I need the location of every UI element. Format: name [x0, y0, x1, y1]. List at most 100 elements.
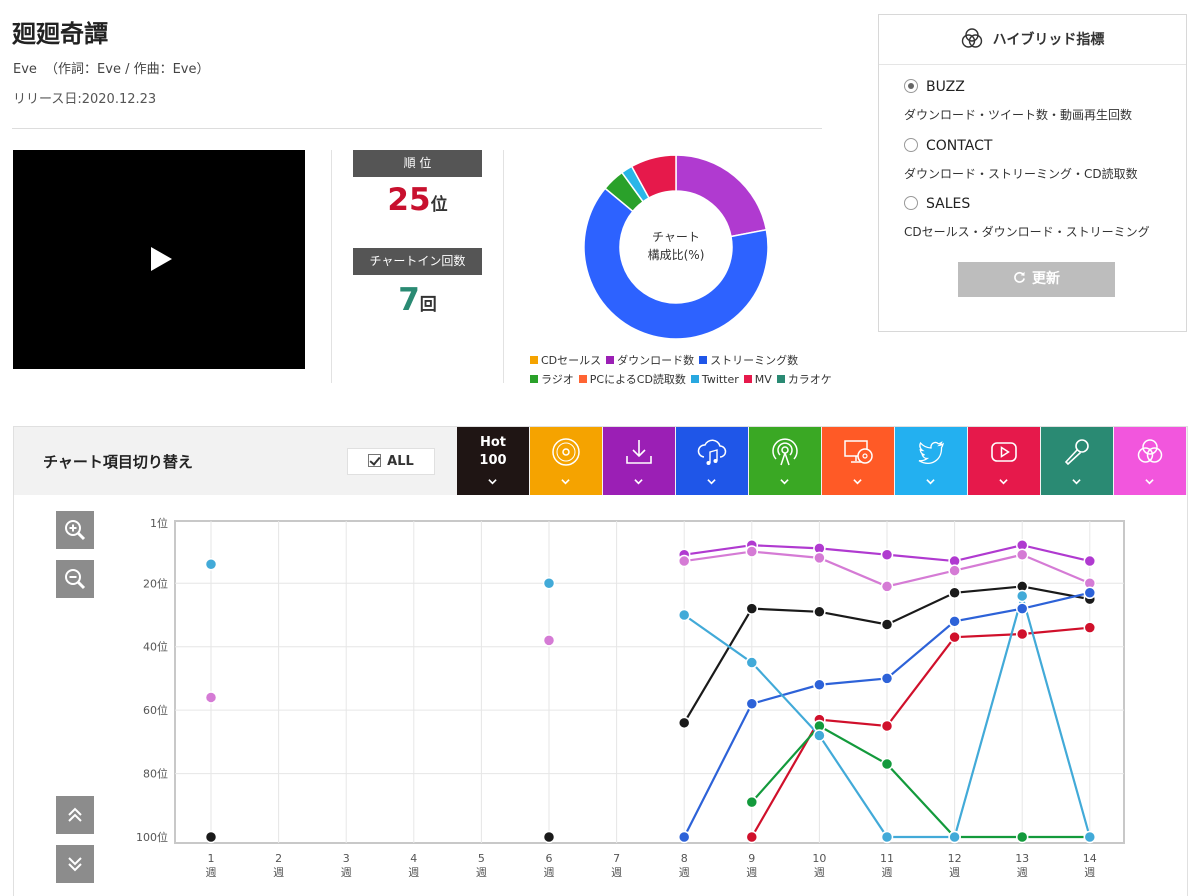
chevron-down-icon	[488, 479, 497, 485]
youtube-play-icon	[991, 442, 1017, 462]
option-contact[interactable]: CONTACT	[904, 138, 992, 154]
donut-slice	[583, 187, 769, 340]
chartin-value: 7回	[353, 282, 482, 318]
header-divider	[12, 128, 822, 129]
radio-buzz[interactable]	[904, 79, 918, 93]
video-player[interactable]	[13, 150, 305, 369]
chevron-down-icon	[926, 479, 935, 485]
legend-label: カラオケ	[787, 373, 832, 386]
double-chevron-down-icon	[68, 857, 82, 872]
legend-label: Twitter	[701, 373, 739, 386]
radio-sales[interactable]	[904, 196, 918, 210]
option-buzz[interactable]: BUZZ	[904, 79, 965, 95]
donut-caption-line1: チャート	[652, 230, 700, 244]
chevron-down-icon	[561, 479, 570, 485]
double-chevron-up-icon	[68, 807, 82, 822]
cloud-music-icon	[697, 439, 727, 465]
chartin-unit: 回	[419, 295, 437, 315]
chart-toggle-bar: チャート項目切り替え ALL Hot 100	[14, 427, 1187, 495]
release-date: リリース日:2020.12.23	[13, 92, 157, 107]
update-button-label: 更新	[1032, 271, 1060, 287]
legend-label: CDセールス	[541, 354, 602, 367]
writer-credits: （作詞：Eve / 作曲：Eve）	[45, 62, 210, 77]
checkbox-icon[interactable]	[368, 454, 382, 467]
option-sales-label: SALES	[926, 196, 971, 212]
song-credit: Eve （作詞：Eve / 作曲：Eve）	[13, 58, 214, 77]
tile-mv[interactable]	[968, 427, 1040, 495]
legend-item: ストリーミング数	[699, 352, 798, 368]
broadcast-icon	[772, 438, 798, 466]
legend-item: Twitter	[690, 373, 739, 386]
tile-karaoke[interactable]	[1041, 427, 1113, 495]
rank-number: 25	[387, 182, 431, 218]
donut-legend-row2: ラジオ PCによるCD読取数 Twitter MV カラオケ	[530, 371, 837, 387]
legend-swatch	[776, 375, 785, 383]
legend-label: MV	[754, 373, 772, 386]
donut-caption: チャート 構成比(%)	[620, 228, 732, 264]
legend-item: CDセールス	[530, 352, 601, 368]
chevron-down-icon	[634, 479, 643, 485]
chevron-down-icon	[853, 479, 862, 485]
scroll-down-button[interactable]	[56, 845, 94, 883]
zoom-out-icon	[65, 569, 86, 590]
legend-item: ダウンロード数	[606, 352, 694, 368]
option-sales-desc: CDセールス・ダウンロード・ストリーミング	[904, 225, 1150, 239]
tile-hybrid[interactable]	[1114, 427, 1186, 495]
tile-radio[interactable]	[749, 427, 821, 495]
legend-label: ストリーミング数	[710, 354, 799, 367]
monitor-disc-icon	[844, 440, 873, 464]
chartin-label: チャートイン回数	[353, 248, 482, 275]
donut-legend-row1: CDセールス ダウンロード数 ストリーミング数	[530, 352, 803, 368]
legend-item: PCによるCD読取数	[578, 371, 686, 387]
chevron-down-icon	[780, 479, 789, 485]
donut-caption-line2: 構成比(%)	[647, 248, 705, 262]
legend-label: ダウンロード数	[617, 354, 695, 367]
option-contact-label: CONTACT	[926, 138, 993, 154]
option-contact-desc: ダウンロード・ストリーミング・CD読取数	[904, 167, 1138, 181]
hybrid-circles-icon	[1137, 439, 1163, 463]
option-buzz-label: BUZZ	[926, 79, 965, 95]
tile-cd-sales[interactable]	[530, 427, 602, 495]
tile-download[interactable]	[603, 427, 675, 495]
radio-contact[interactable]	[904, 138, 918, 152]
legend-item: MV	[743, 373, 772, 386]
tile-hot100[interactable]: Hot 100	[457, 427, 529, 495]
chartin-number: 7	[398, 282, 420, 318]
hot100-label-line2: 100	[479, 453, 507, 468]
zoom-in-button[interactable]	[56, 511, 94, 549]
hybrid-indicator-panel: ハイブリッド指標 BUZZ ダウンロード・ツイート数・動画再生回数 CONTAC…	[878, 14, 1187, 332]
chart-section: チャート項目切り替え ALL Hot 100	[13, 426, 1188, 896]
disc-icon	[552, 438, 580, 466]
legend-swatch	[699, 356, 708, 364]
hybrid-panel-title: ハイブリッド指標	[992, 32, 1105, 48]
twitter-bird-icon	[918, 441, 944, 464]
donut-slice	[675, 154, 768, 238]
legend-label: ラジオ	[541, 373, 574, 386]
legend-item: カラオケ	[776, 371, 832, 387]
tile-twitter[interactable]	[895, 427, 967, 495]
legend-swatch	[690, 375, 699, 383]
chevron-down-icon	[1145, 479, 1154, 485]
refresh-icon	[1014, 271, 1025, 283]
tile-pc-cd-read[interactable]	[822, 427, 894, 495]
legend-swatch	[743, 375, 752, 383]
scroll-up-button[interactable]	[56, 796, 94, 834]
zoom-out-button[interactable]	[56, 560, 94, 598]
legend-swatch	[606, 356, 615, 364]
artist-name[interactable]: Eve	[13, 62, 37, 77]
option-sales[interactable]: SALES	[904, 196, 970, 212]
legend-swatch	[578, 375, 587, 383]
hot100-label-line1: Hot	[479, 435, 507, 450]
rank-value: 25位	[353, 182, 482, 218]
tile-streaming[interactable]	[676, 427, 748, 495]
play-icon[interactable]	[151, 247, 172, 271]
donut-slice	[630, 154, 677, 199]
all-checkbox-button[interactable]: ALL	[347, 448, 435, 475]
option-buzz-desc: ダウンロード・ツイート数・動画再生回数	[904, 108, 1133, 122]
zoom-in-icon	[65, 520, 86, 541]
chevron-down-icon	[707, 479, 716, 485]
chevron-down-icon	[999, 479, 1008, 485]
rank-label: 順 位	[353, 150, 482, 177]
update-button[interactable]: 更新	[958, 262, 1115, 297]
legend-swatch	[530, 375, 538, 383]
